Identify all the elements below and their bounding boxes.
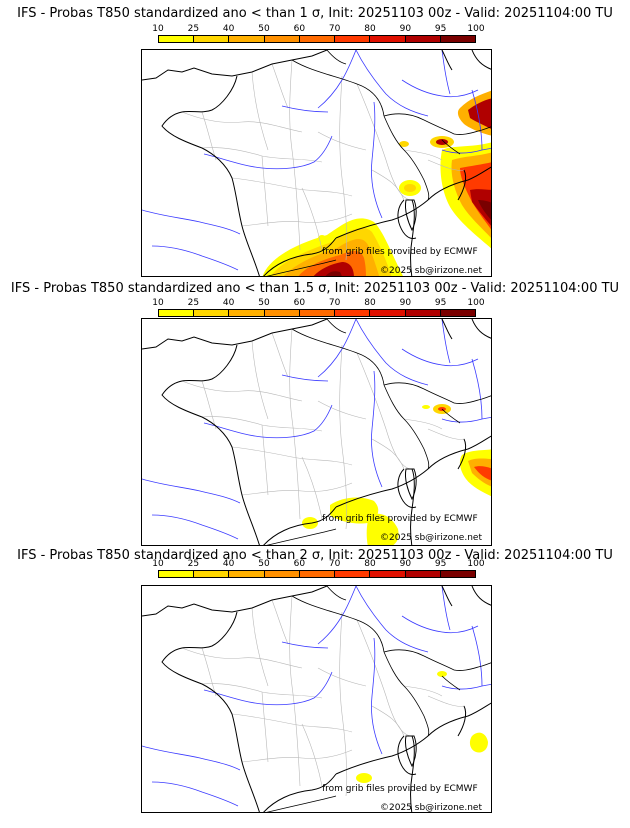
credit-source: from grib files provided by ECMWF xyxy=(322,247,478,257)
legend-tick-label: 60 xyxy=(293,559,306,569)
probability-legend: 10 25 40 50 60 70 80 90 95 100 xyxy=(152,298,485,328)
legend-color-swatch xyxy=(194,36,230,42)
legend-color-swatch xyxy=(299,310,336,316)
legend-tick-label: 80 xyxy=(364,298,376,308)
basemap xyxy=(142,586,491,812)
legend-colorbar xyxy=(158,570,476,578)
legend-tick-label: 95 xyxy=(434,298,447,308)
legend-tick-label: 25 xyxy=(187,24,200,34)
credit-copyright: ©2025 sb@irizone.net xyxy=(380,803,482,813)
legend-tick-label: 40 xyxy=(222,559,235,569)
legend-color-swatch xyxy=(194,310,230,316)
legend-color-swatch xyxy=(370,310,406,316)
legend-color-swatch xyxy=(264,36,300,42)
legend-color-swatch xyxy=(440,36,475,42)
legend-color-swatch xyxy=(229,571,265,577)
credit-copyright: ©2025 sb@irizone.net xyxy=(380,266,482,276)
legend-tick-label: 25 xyxy=(187,298,200,308)
map-canvas xyxy=(142,586,491,812)
probability-map xyxy=(141,585,492,813)
map-panel-1-5sigma: IFS - Probas T850 standardized ano < tha… xyxy=(0,276,630,548)
credit-source: from grib files provided by ECMWF xyxy=(322,784,478,794)
legend-color-swatch xyxy=(335,310,371,316)
credit-copyright: ©2025 sb@irizone.net xyxy=(380,533,482,543)
probability-legend: 10 25 40 50 60 70 80 90 95 100 xyxy=(152,24,485,54)
legend-color-swatch xyxy=(264,310,300,316)
legend-tick-label: 50 xyxy=(258,24,270,34)
legend-ticks: 10 25 40 50 60 70 80 90 95 100 xyxy=(152,298,484,309)
legend-color-swatch xyxy=(370,571,406,577)
probability-legend: 10 25 40 50 60 70 80 90 95 100 xyxy=(152,559,485,589)
map-panel-2sigma: IFS - Probas T850 standardized ano < tha… xyxy=(0,547,630,828)
legend-tick-label: 90 xyxy=(399,559,412,569)
legend-tick-label: 70 xyxy=(328,24,341,34)
legend-color-swatch xyxy=(370,36,406,42)
legend-color-swatch xyxy=(335,36,371,42)
legend-color-swatch xyxy=(299,36,336,42)
legend-tick-label: 60 xyxy=(293,298,306,308)
legend-color-swatch xyxy=(405,571,441,577)
basemap xyxy=(142,50,491,276)
legend-color-swatch xyxy=(440,310,475,316)
legend-tick-label: 10 xyxy=(152,559,164,569)
legend-color-swatch xyxy=(264,571,300,577)
legend-tick-label: 25 xyxy=(187,559,200,569)
legend-tick-label: 40 xyxy=(222,24,235,34)
panel-title: IFS - Probas T850 standardized ano < tha… xyxy=(17,548,613,563)
legend-color-swatch xyxy=(405,310,441,316)
legend-tick-label: 10 xyxy=(152,298,164,308)
legend-color-swatch xyxy=(229,310,265,316)
legend-tick-label: 70 xyxy=(328,559,341,569)
legend-tick-label: 100 xyxy=(467,24,485,34)
legend-tick-label: 50 xyxy=(258,298,270,308)
legend-colorbar xyxy=(158,309,476,317)
map-canvas xyxy=(142,50,491,276)
panel-title: IFS - Probas T850 standardized ano < tha… xyxy=(10,281,620,296)
credit-source: from grib files provided by ECMWF xyxy=(322,514,478,524)
legend-tick-label: 40 xyxy=(222,298,235,308)
legend-color-swatch xyxy=(194,571,230,577)
legend-ticks: 10 25 40 50 60 70 80 90 95 100 xyxy=(152,24,484,35)
legend-color-swatch xyxy=(405,36,441,42)
panel-title: IFS - Probas T850 standardized ano < tha… xyxy=(17,6,613,21)
probability-map xyxy=(141,49,492,277)
legend-tick-label: 100 xyxy=(467,298,485,308)
legend-color-swatch xyxy=(299,571,336,577)
legend-color-swatch xyxy=(159,310,195,316)
legend-color-swatch xyxy=(229,36,265,42)
legend-tick-label: 90 xyxy=(399,298,412,308)
legend-color-swatch xyxy=(440,571,475,577)
legend-color-swatch xyxy=(335,571,371,577)
probability-shading xyxy=(302,404,491,545)
map-panel-1sigma: IFS - Probas T850 standardized ano < tha… xyxy=(0,0,630,280)
map-canvas xyxy=(142,319,491,545)
legend-tick-label: 50 xyxy=(258,559,270,569)
legend-ticks: 10 25 40 50 60 70 80 90 95 100 xyxy=(152,559,484,570)
legend-color-swatch xyxy=(159,571,195,577)
probability-map xyxy=(141,318,492,546)
legend-color-swatch xyxy=(159,36,195,42)
legend-tick-label: 95 xyxy=(434,24,447,34)
legend-tick-label: 90 xyxy=(399,24,412,34)
probability-shading xyxy=(356,671,488,783)
legend-tick-label: 80 xyxy=(364,24,376,34)
legend-tick-label: 95 xyxy=(434,559,447,569)
legend-tick-label: 60 xyxy=(293,24,306,34)
legend-colorbar xyxy=(158,35,476,43)
legend-tick-label: 10 xyxy=(152,24,164,34)
basemap xyxy=(142,319,491,545)
legend-tick-label: 80 xyxy=(364,559,376,569)
legend-tick-label: 70 xyxy=(328,298,341,308)
legend-tick-label: 100 xyxy=(467,559,485,569)
